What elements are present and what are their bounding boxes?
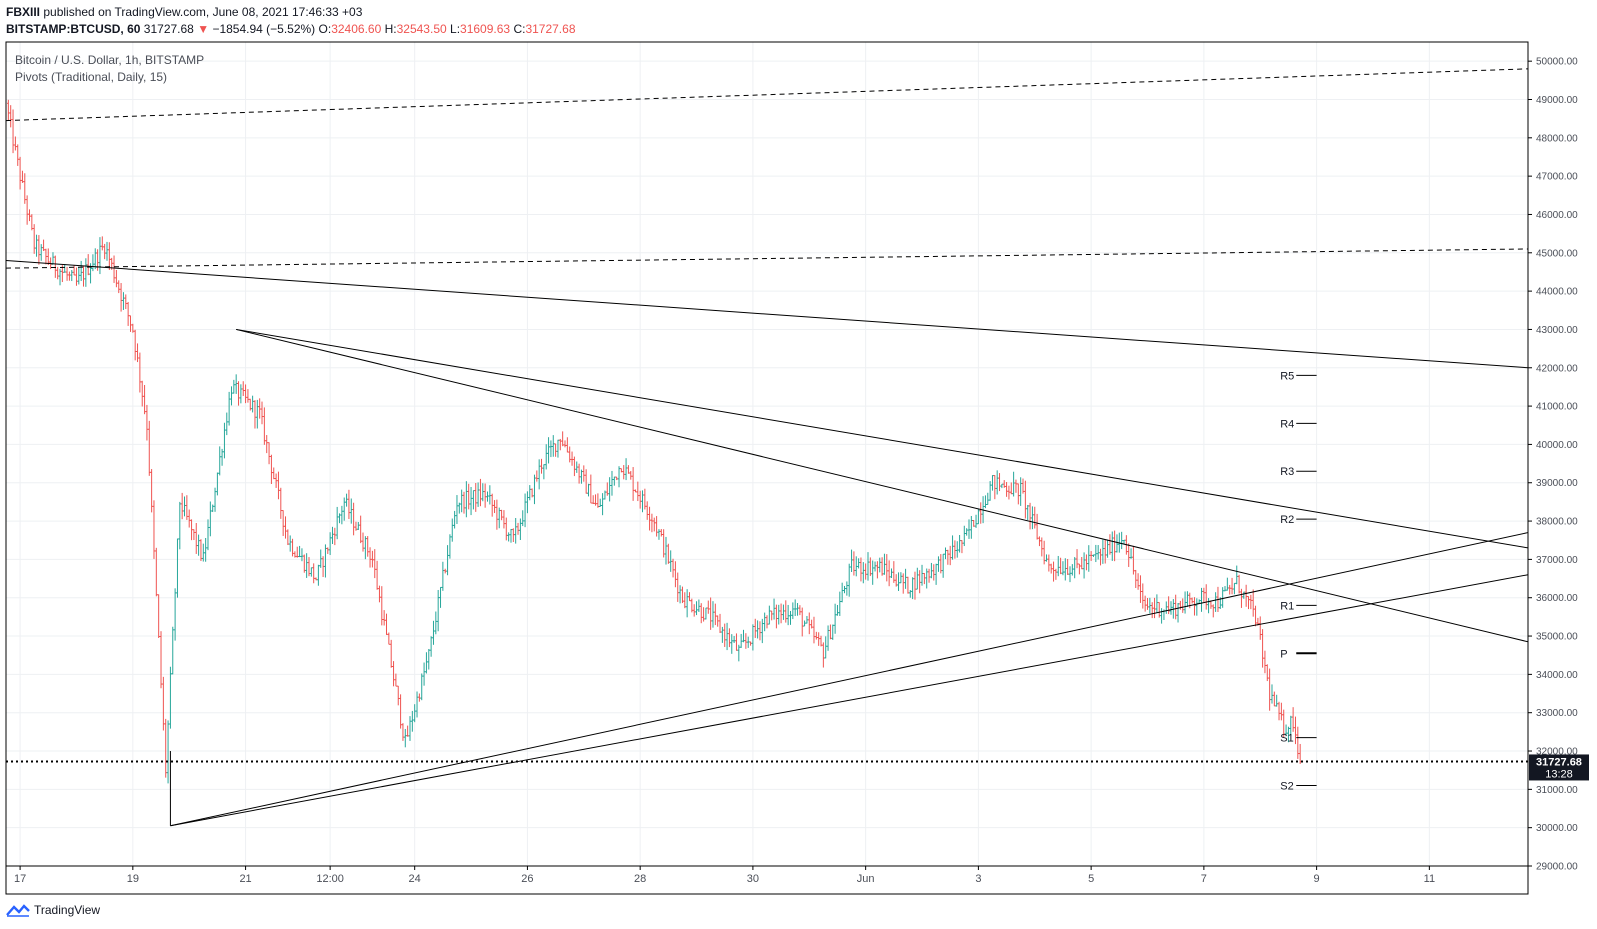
- price-tick-label: 49000.00: [1536, 95, 1578, 106]
- close-label: C:: [513, 22, 526, 36]
- price-tick-label: 44000.00: [1536, 287, 1578, 298]
- change-down-icon: ▼: [197, 22, 210, 36]
- pivot-label-p: P: [1280, 648, 1287, 660]
- price-tick-label: 48000.00: [1536, 133, 1578, 144]
- time-tick-label: Jun: [857, 873, 875, 885]
- price-tick-label: 37000.00: [1536, 555, 1578, 566]
- price-tick-label: 38000.00: [1536, 517, 1578, 528]
- low-label: L:: [450, 22, 461, 36]
- symbol-name: BITSTAMP:BTCUSD, 60: [6, 22, 141, 36]
- publish-info: FBXIII published on TradingView.com, Jun…: [6, 5, 362, 19]
- time-tick-label: 19: [127, 873, 139, 885]
- pivot-label-r2: R2: [1280, 514, 1294, 526]
- pivot-label-s1: S1: [1280, 733, 1293, 745]
- price-tick-label: 32000.00: [1536, 747, 1578, 758]
- last-value: 31727.68: [143, 22, 194, 36]
- price-tick-label: 36000.00: [1536, 593, 1578, 604]
- time-tick-label: 5: [1088, 873, 1094, 885]
- low-value: 31609.63: [460, 22, 511, 36]
- price-axis: 29000.00 30000.00 31000.00 32000.00 33000.00…: [1528, 57, 1578, 873]
- bar-countdown: 13:28: [1545, 768, 1573, 780]
- price-tick-label: 42000.00: [1536, 363, 1578, 374]
- time-tick-label: 24: [409, 873, 421, 885]
- chart-grid: [6, 42, 1528, 867]
- open-value: 32406.60: [331, 22, 382, 36]
- price-tick-label: 39000.00: [1536, 478, 1578, 489]
- time-tick-label: 17: [14, 873, 26, 885]
- time-axis: 17 19 21 12:00 24 26 28 30 Jun 3 5 7 9 11: [14, 866, 1435, 885]
- price-tick-label: 47000.00: [1536, 172, 1578, 183]
- price-tick-label: 50000.00: [1536, 57, 1578, 68]
- chart-pane-border: [5, 41, 1529, 895]
- time-tick-label: 12:00: [316, 873, 344, 885]
- last-price-tag-bg: [1529, 754, 1589, 781]
- pivot-levels: R5 R4 R3 R2 R1 P S1 S2: [1280, 370, 1317, 793]
- time-tick-label: 9: [1314, 873, 1320, 885]
- symbol-info: BITSTAMP:BTCUSD, 60 31727.68 ▼ −1854.94 …: [6, 22, 576, 36]
- trendline-dashed-upper: [5, 68, 1529, 122]
- trendlines: [5, 68, 1529, 827]
- change-value: −1854.94 (−5.52%): [212, 22, 316, 36]
- high-value: 32543.50: [396, 22, 447, 36]
- candlestick-series: [7, 99, 1302, 784]
- pivot-label-r5: R5: [1280, 370, 1294, 382]
- trendline-triangle-bottom-upper: [170, 532, 1529, 827]
- time-tick-label: 21: [239, 873, 251, 885]
- time-tick-label: 28: [634, 873, 646, 885]
- pivot-label-r4: R4: [1280, 418, 1294, 430]
- price-tick-label: 45000.00: [1536, 248, 1578, 259]
- series-legend[interactable]: Bitcoin / U.S. Dollar, 1h, BITSTAMP: [15, 53, 205, 67]
- last-price-tag: 31727.68 13:28: [1529, 754, 1589, 781]
- pivot-label-r3: R3: [1280, 466, 1294, 478]
- price-tick-label: 40000.00: [1536, 440, 1578, 451]
- trendline-triangle-top-inner: [236, 328, 1529, 643]
- last-price-value: 31727.68: [1536, 756, 1582, 768]
- time-tick-label: 11: [1424, 873, 1435, 885]
- price-tick-label: 29000.00: [1536, 862, 1578, 873]
- pivot-label-r1: R1: [1280, 600, 1294, 612]
- price-tick-label: 46000.00: [1536, 210, 1578, 221]
- pivot-label-s2: S2: [1280, 781, 1293, 793]
- time-tick-label: 7: [1201, 873, 1207, 885]
- trendline-dashed-lower: [5, 248, 1529, 269]
- price-tick-label: 41000.00: [1536, 402, 1578, 413]
- footer-brand[interactable]: TradingView: [6, 903, 100, 917]
- price-tick-label: 31000.00: [1536, 785, 1578, 796]
- open-label: O:: [318, 22, 332, 36]
- price-tick-label: 30000.00: [1536, 823, 1578, 834]
- time-tick-label: 26: [521, 873, 533, 885]
- time-tick-label: 30: [747, 873, 759, 885]
- close-value: 31727.68: [525, 22, 576, 36]
- time-tick-label: 3: [975, 873, 981, 885]
- published-text: published on TradingView.com, June 08, 2…: [43, 5, 363, 19]
- price-tick-label: 34000.00: [1536, 670, 1578, 681]
- price-tick-label: 43000.00: [1536, 325, 1578, 336]
- author-name[interactable]: FBXIII: [6, 5, 41, 19]
- price-tick-label: 35000.00: [1536, 632, 1578, 643]
- tradingview-logo-icon: [6, 904, 30, 917]
- high-label: H:: [384, 22, 397, 36]
- footer-brand-name: TradingView: [34, 903, 101, 917]
- indicator-legend[interactable]: Pivots (Traditional, Daily, 15): [15, 70, 168, 84]
- trendline-triangle-top-outer: [236, 328, 1529, 549]
- price-tick-label: 33000.00: [1536, 708, 1578, 719]
- trendline-triangle-bottom-lower: [170, 574, 1529, 827]
- trendline-long-resistance: [5, 259, 1529, 369]
